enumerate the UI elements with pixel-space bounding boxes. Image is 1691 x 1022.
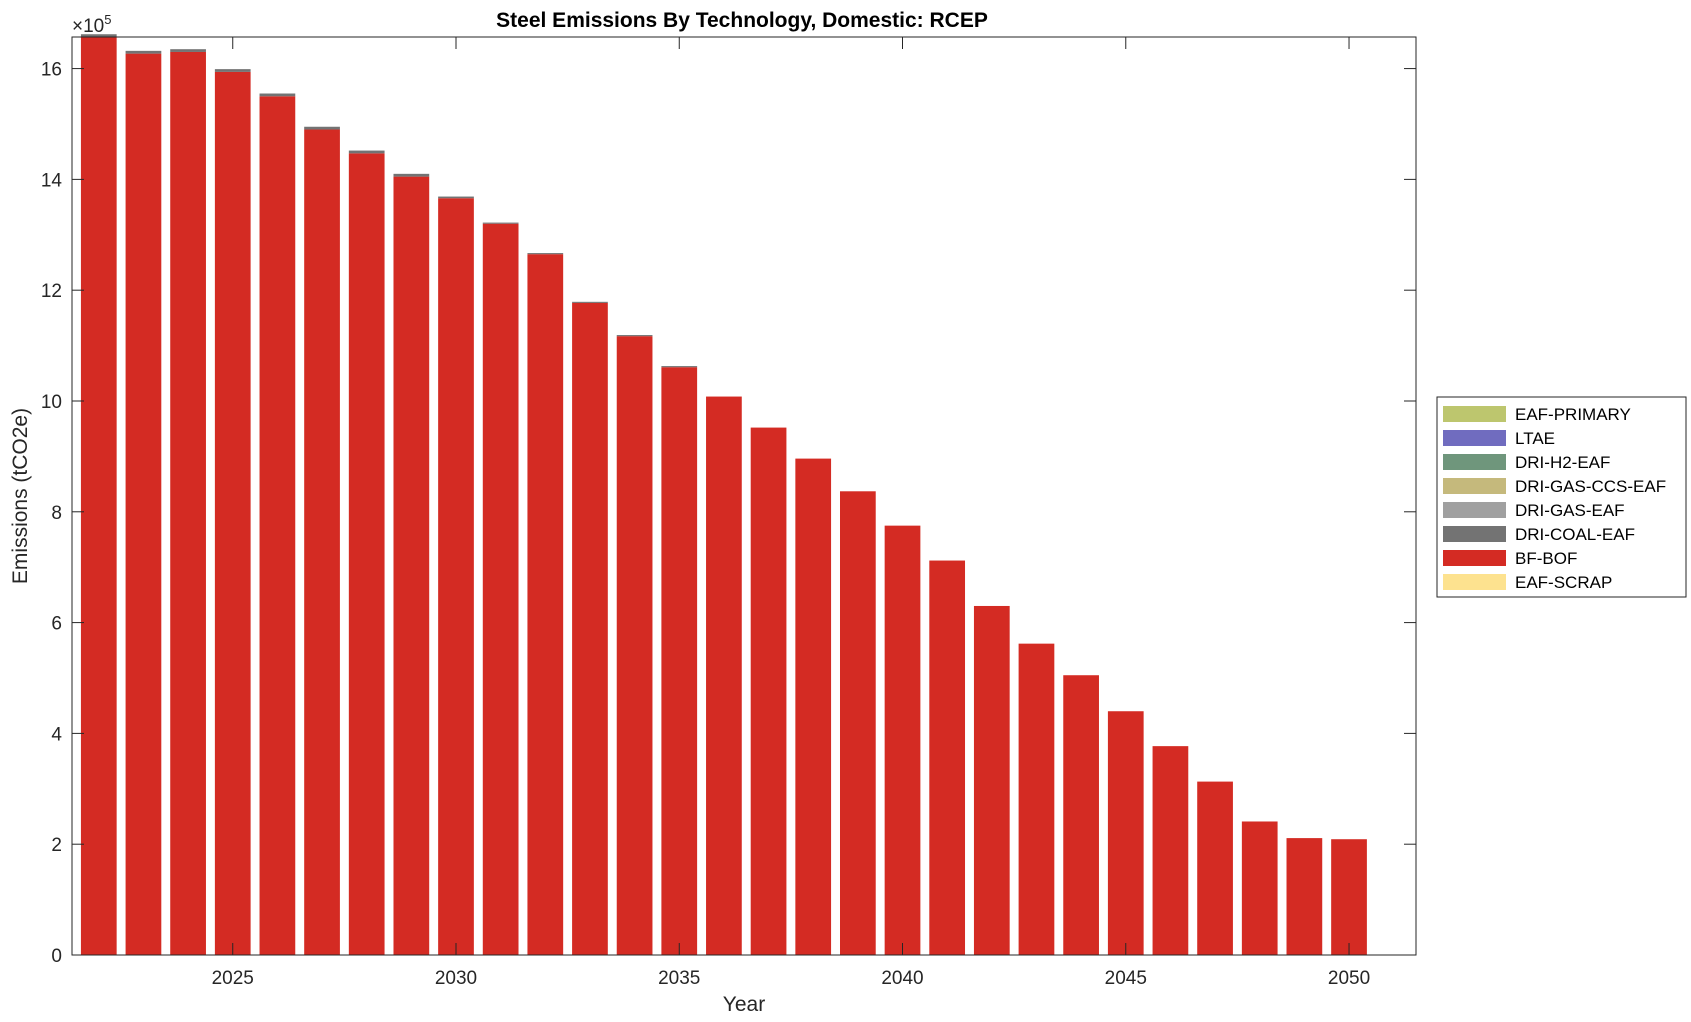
- y-tick-label: 2: [51, 835, 62, 856]
- legend-swatch-eaf-scrap: [1443, 574, 1506, 590]
- bar-dri-coal-eaf-2028: [348, 150, 385, 154]
- bar-bf-bof-2038: [795, 458, 832, 955]
- bar-bf-bof-2043: [1018, 643, 1055, 955]
- y-exponent-label: ×105: [72, 12, 111, 37]
- x-tick-label: 2040: [881, 968, 923, 989]
- x-tick-label: 2035: [658, 968, 700, 989]
- bar-bf-bof-2046: [1152, 746, 1189, 955]
- y-tick-label: 14: [41, 170, 63, 191]
- bar-dri-coal-eaf-2034: [616, 335, 653, 337]
- bar-dri-coal-eaf-2022: [80, 34, 117, 37]
- bar-bf-bof-2042: [973, 605, 1010, 955]
- bar-bf-bof-2040: [884, 525, 921, 955]
- y-tick-label: 16: [41, 60, 62, 81]
- legend-label-dri-coal-eaf: DRI-COAL-EAF: [1515, 525, 1635, 544]
- bar-dri-coal-eaf-2025: [214, 69, 251, 72]
- y-tick-label: 0: [51, 946, 62, 967]
- y-tick-label: 4: [51, 724, 62, 745]
- bar-bf-bof-2025: [214, 71, 251, 956]
- legend-label-dri-gas-eaf: DRI-GAS-EAF: [1515, 501, 1625, 520]
- y-tick-label: 8: [51, 503, 62, 524]
- bar-dri-coal-eaf-2029: [393, 173, 430, 177]
- bar-bf-bof-2037: [750, 427, 787, 955]
- bar-bf-bof-2030: [438, 198, 474, 955]
- bar-bf-bof-2023: [125, 53, 162, 955]
- bar-bf-bof-2035: [661, 367, 698, 956]
- bar-bf-bof-2034: [616, 336, 653, 955]
- bar-bf-bof-2027: [304, 129, 340, 956]
- legend-label-eaf-primary: EAF-PRIMARY: [1515, 405, 1631, 424]
- bar-bf-bof-2044: [1063, 675, 1099, 955]
- legend-label-ltae: LTAE: [1515, 429, 1555, 448]
- legend-label-eaf-scrap: EAF-SCRAP: [1515, 573, 1612, 592]
- bar-bf-bof-2026: [259, 96, 296, 955]
- bar-bf-bof-2036: [706, 396, 742, 955]
- legend-swatch-eaf-primary: [1443, 406, 1506, 422]
- y-tick-label: 12: [41, 281, 62, 302]
- bar-dri-coal-eaf-2033: [572, 301, 608, 303]
- bar-bf-bof-2022: [80, 37, 117, 955]
- legend-swatch-dri-gas-ccs-eaf: [1443, 478, 1506, 494]
- y-tick-label: 6: [51, 614, 62, 635]
- legend-swatch-dri-gas-eaf: [1443, 502, 1506, 518]
- bars-group: [80, 34, 1367, 956]
- legend-swatch-dri-h2-eaf: [1443, 454, 1506, 470]
- x-axis-label: Year: [723, 993, 765, 1016]
- bar-bf-bof-2031: [482, 223, 519, 956]
- bar-bf-bof-2039: [840, 491, 876, 955]
- legend-swatch-bf-bof: [1443, 550, 1506, 566]
- bar-dri-coal-eaf-2032: [527, 253, 564, 255]
- bar-bf-bof-2045: [1107, 711, 1144, 955]
- bar-bf-bof-2041: [929, 560, 966, 955]
- bar-dri-coal-eaf-2031: [482, 222, 519, 224]
- bar-dri-coal-eaf-2026: [259, 93, 296, 97]
- bar-bf-bof-2024: [170, 51, 206, 955]
- y-axis-label: Emissions (tCO2e): [9, 408, 32, 584]
- bar-bf-bof-2033: [572, 302, 608, 955]
- chart-title: Steel Emissions By Technology, Domestic:…: [496, 9, 988, 32]
- bar-dri-coal-eaf-2035: [661, 366, 698, 368]
- bar-bf-bof-2049: [1286, 838, 1323, 955]
- bar-bf-bof-2050: [1331, 839, 1367, 955]
- x-tick-label: 2025: [212, 968, 254, 989]
- y-tick-label: 10: [41, 392, 62, 413]
- bar-dri-coal-eaf-2030: [438, 196, 474, 199]
- legend-swatch-dri-coal-eaf: [1443, 526, 1506, 542]
- legend-label-dri-gas-ccs-eaf: DRI-GAS-CCS-EAF: [1515, 477, 1666, 496]
- legend-label-dri-h2-eaf: DRI-H2-EAF: [1515, 453, 1610, 472]
- bar-bf-bof-2032: [527, 254, 564, 955]
- bar-dri-coal-eaf-2027: [304, 126, 340, 130]
- x-tick-label: 2030: [435, 968, 477, 989]
- bar-dri-coal-eaf-2023: [125, 50, 162, 54]
- legend-swatch-ltae: [1443, 430, 1506, 446]
- y-exponent-base: ×10: [72, 16, 104, 37]
- y-exponent-power: 5: [104, 12, 111, 27]
- legend: EAF-PRIMARY LTAE DRI-H2-EAF DRI-GAS-CCS-EAF…: [1436, 396, 1687, 598]
- bar-bf-bof-2028: [348, 153, 385, 956]
- x-tick-label: 2050: [1328, 968, 1370, 989]
- bar-bf-bof-2048: [1241, 821, 1278, 955]
- plot-area-frame: [71, 36, 1417, 956]
- bar-dri-coal-eaf-2024: [170, 49, 206, 52]
- bar-bf-bof-2029: [393, 176, 430, 956]
- legend-label-bf-bof: BF-BOF: [1515, 549, 1577, 568]
- bar-bf-bof-2047: [1197, 781, 1233, 955]
- x-tick-label: 2045: [1105, 968, 1147, 989]
